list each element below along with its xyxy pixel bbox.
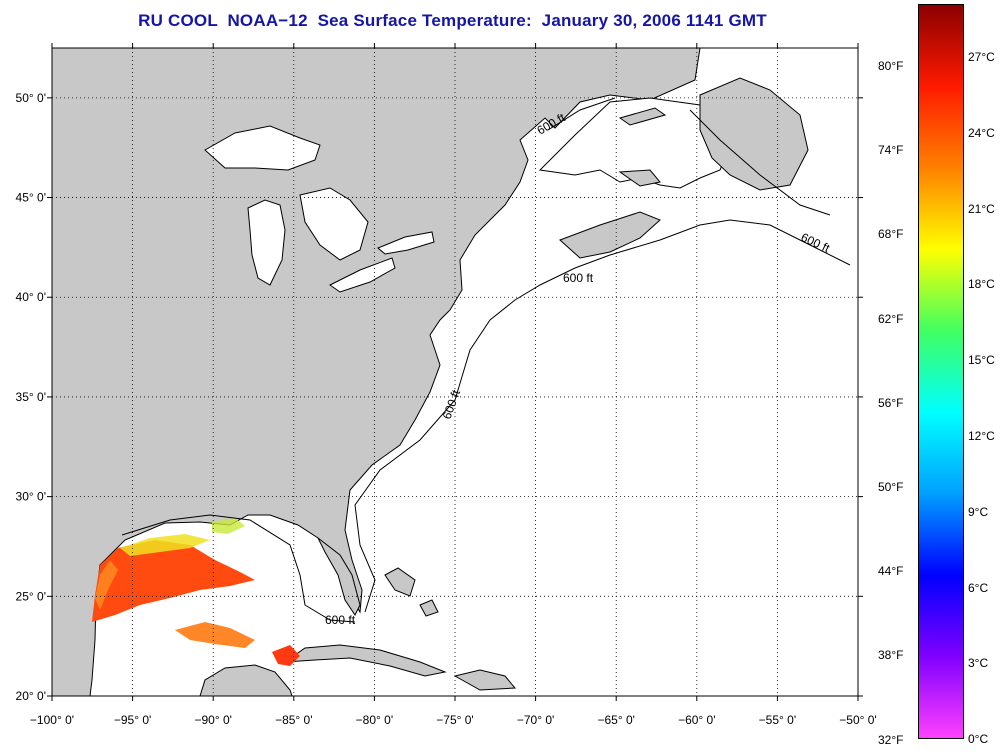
isobath-label-3: 600 ft (325, 613, 356, 627)
fahrenheit-label: 74°F (878, 143, 904, 158)
fahrenheit-label: 80°F (878, 59, 904, 73)
lon-tick-label: −65° 0' (597, 713, 634, 727)
lake-ontario (377, 231, 435, 255)
sst-patch-yucatan-channel (272, 645, 300, 666)
lon-tick-label: −85° 0' (275, 713, 312, 727)
celsius-label: 6°C (968, 580, 989, 595)
sst-patch-south (175, 622, 255, 648)
isobath-label-2: 600 ft (563, 271, 594, 285)
celsius-label: 15°C (968, 353, 995, 368)
celsius-label: 3°C (968, 656, 989, 671)
celsius-label: 12°C (968, 429, 995, 443)
hispaniola (453, 669, 517, 691)
grid-lines (52, 48, 858, 696)
anticosti-island (618, 107, 667, 126)
celsius-label: 24°C (968, 125, 995, 140)
fahrenheit-label: 50°F (878, 480, 904, 494)
lake-superior (204, 125, 321, 171)
lon-tick-label: −60° 0' (678, 713, 715, 727)
sst-patch-gulf-edge (95, 560, 118, 610)
lake-michigan (247, 199, 286, 286)
cuba (283, 644, 447, 677)
lon-tick-label: −50° 0' (839, 713, 876, 727)
sst-patch-gulf-northeast (212, 518, 245, 534)
celsius-label: 21°C (968, 201, 995, 216)
temperature-colorbar (918, 4, 964, 739)
lon-tick-label: −95° 0' (114, 713, 151, 727)
lake-huron (299, 187, 369, 261)
fahrenheit-label: 44°F (878, 564, 904, 579)
fahrenheit-label: 32°F (878, 732, 904, 747)
north-america-landmass (52, 48, 701, 696)
fahrenheit-label: 68°F (878, 227, 904, 242)
lat-tick-label: 40° 0' (16, 290, 46, 304)
celsius-label: 27°C (968, 50, 995, 64)
celsius-label: 0°C (968, 732, 989, 747)
fahrenheit-label: 56°F (878, 395, 904, 410)
celsius-label: 18°C (968, 277, 995, 292)
lat-tick-label: 30° 0' (16, 490, 46, 504)
lat-tick-label: 35° 0' (16, 390, 46, 404)
lon-tick-label: −90° 0' (194, 713, 231, 727)
lon-tick-label: −80° 0' (356, 713, 393, 727)
lon-tick-label: −75° 0' (436, 713, 473, 727)
nova-scotia (559, 211, 661, 259)
isobath-contour (121, 97, 851, 623)
celsius-label: 9°C (968, 504, 989, 519)
lon-tick-label: −100° 0' (30, 713, 74, 727)
lat-tick-label: 20° 0' (16, 689, 46, 703)
newfoundland (699, 77, 809, 191)
map-title: RU COOL NOAA−12 Sea Surface Temperature:… (138, 11, 767, 30)
lake-erie (329, 257, 396, 293)
lon-tick-label: −70° 0' (517, 713, 554, 727)
axis-ticks: −100° 0' −95° 0' −90° 0' −85° 0' −80° 0' −75°… (16, 43, 877, 727)
lon-tick-label: −55° 0' (759, 713, 796, 727)
lat-tick-label: 50° 0' (16, 91, 46, 105)
gulf-of-st-lawrence (538, 97, 736, 189)
fahrenheit-label: 38°F (878, 648, 904, 663)
lat-tick-label: 25° 0' (16, 589, 46, 603)
sst-patch-gulf-north (120, 534, 210, 556)
bahamas (384, 567, 439, 617)
fahrenheit-label: 62°F (878, 311, 904, 326)
yucatan-peninsula (199, 664, 293, 696)
lat-tick-label: 45° 0' (16, 191, 46, 205)
florida-peninsula (317, 537, 361, 616)
cape-breton-island (618, 169, 661, 187)
